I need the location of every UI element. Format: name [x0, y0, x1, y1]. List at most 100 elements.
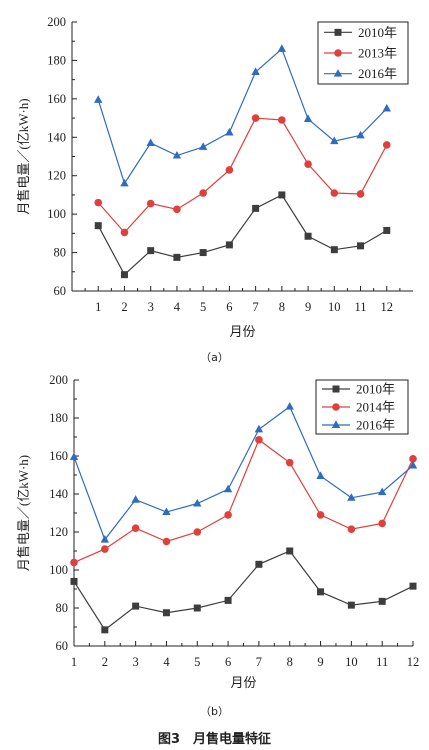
a-x-tick-label: 3 — [148, 300, 154, 314]
a-legend-marker-1 — [334, 49, 342, 57]
a-y-tick-label: 60 — [54, 284, 67, 298]
a-series-0-line — [97, 194, 388, 276]
a-y-tick-label: 140 — [47, 130, 66, 144]
a-y-tick-label: 80 — [54, 246, 67, 260]
b-series-1-line — [73, 438, 414, 563]
a-y-axis-title: 月售电量／(亿kW·h) — [16, 98, 31, 214]
b-series-1-point — [193, 528, 202, 536]
b-series-0-line — [73, 550, 414, 631]
b-series-0-point — [70, 577, 78, 585]
b-x-tick-label: 9 — [317, 655, 323, 669]
a-legend-label-1: 2013年 — [358, 46, 397, 61]
b-series-1-point — [131, 524, 140, 532]
b-x-tick-label: 7 — [256, 655, 262, 669]
a-series-1-line — [97, 117, 388, 234]
b-y-tick-label: 140 — [49, 487, 68, 501]
b-y-tick-label: 200 — [49, 373, 68, 387]
a-x-tick-label: 8 — [279, 300, 285, 314]
b-x-tick-label: 10 — [345, 655, 358, 669]
a-series-0-point — [278, 191, 286, 199]
b-x-tick-label: 1 — [71, 655, 77, 669]
b-y-tick-label: 180 — [49, 411, 68, 425]
a-series-2-point — [382, 103, 391, 112]
a-y-tick-label: 160 — [47, 92, 66, 106]
b-series-2-point — [408, 460, 418, 469]
a-series-1-point — [94, 198, 103, 207]
b-series-0-point — [162, 609, 170, 617]
b-y-tick-label: 60 — [56, 639, 69, 653]
b-series-2-point — [377, 487, 387, 496]
b-y-axis-title: 月售电量／(亿kW·h) — [16, 455, 31, 571]
b-series-0-point — [286, 547, 294, 555]
b-legend-marker-1 — [332, 403, 340, 411]
a-series-0-point — [120, 271, 128, 279]
b-series-1-point — [70, 558, 78, 567]
a-series-2-point — [120, 178, 129, 187]
b-legend-marker-0 — [332, 385, 340, 393]
a-series-1-point — [199, 189, 207, 197]
a-legend-label-0: 2010年 — [358, 25, 397, 40]
a-series-1-point — [173, 205, 181, 214]
b-series-2-line — [73, 405, 414, 541]
a-series-1-point — [278, 116, 286, 124]
b-series-1-point — [101, 545, 109, 553]
panel-a-label: （a） — [200, 351, 229, 364]
b-legend-marker-2 — [331, 420, 341, 428]
a-legend-marker-2 — [333, 69, 343, 77]
a-series-0-point — [304, 232, 312, 240]
b-series-0-point — [409, 582, 417, 590]
b-x-tick-label: 12 — [407, 655, 420, 669]
a-x-tick-label: 10 — [328, 300, 341, 314]
b-series-1-point — [255, 436, 263, 444]
b-y-tick-label: 100 — [49, 563, 68, 577]
b-series-1-point — [378, 519, 386, 528]
b-x-tick-label: 2 — [102, 655, 108, 669]
b-series-1-point — [347, 525, 356, 533]
b-series-0-point — [317, 588, 325, 596]
b-series-2-point — [162, 507, 171, 516]
b-series-1-point — [285, 458, 294, 467]
a-x-tick-label: 9 — [305, 300, 311, 314]
b-x-tick-label: 5 — [194, 655, 200, 669]
a-series-1-point — [251, 114, 260, 122]
b-series-1-point — [224, 511, 232, 519]
b-series-0-point — [378, 597, 386, 605]
b-y-tick-label: 160 — [49, 449, 68, 463]
a-y-tick-label: 100 — [47, 207, 66, 221]
a-series-2-point — [356, 130, 365, 139]
b-legend-label-2: 2016年 — [356, 418, 395, 433]
a-series-1-point — [304, 160, 312, 168]
b-series-0-point — [193, 604, 201, 612]
b-series-0-point — [224, 596, 232, 604]
b-legend-label-1: 2014年 — [356, 400, 395, 415]
b-series-1-point — [162, 537, 171, 546]
a-series-0-point — [383, 226, 391, 234]
a-series-1-point — [146, 199, 155, 208]
a-series-0-point — [357, 242, 365, 250]
a-x-tick-label: 4 — [174, 300, 181, 314]
a-series-2-line — [97, 47, 388, 185]
a-x-tick-label: 5 — [200, 300, 206, 314]
b-legend-label-0: 2010年 — [356, 382, 395, 397]
a-x-tick-label: 11 — [355, 300, 367, 314]
a-series-0-point — [94, 222, 102, 230]
b-y-tick-label: 120 — [49, 525, 68, 539]
b-series-0-point — [101, 626, 109, 634]
figure-caption: 图3 月售电量特征 — [157, 732, 272, 747]
b-series-2-point — [131, 495, 140, 503]
a-x-tick-label: 2 — [121, 300, 127, 314]
b-series-1-point — [316, 511, 325, 519]
b-series-2-point — [193, 498, 202, 507]
b-x-tick-label: 3 — [133, 655, 139, 669]
a-series-1-point — [225, 166, 234, 174]
a-y-tick-label: 200 — [47, 15, 66, 29]
b-series-2-point — [347, 493, 356, 501]
a-legend-marker-0 — [334, 28, 342, 36]
a-series-2-point — [277, 44, 287, 52]
a-series-2-point — [172, 150, 182, 159]
a-y-tick-label: 120 — [47, 169, 66, 183]
b-series-2-point — [254, 424, 264, 433]
b-x-tick-label: 6 — [225, 655, 231, 669]
a-series-2-point — [146, 138, 155, 147]
